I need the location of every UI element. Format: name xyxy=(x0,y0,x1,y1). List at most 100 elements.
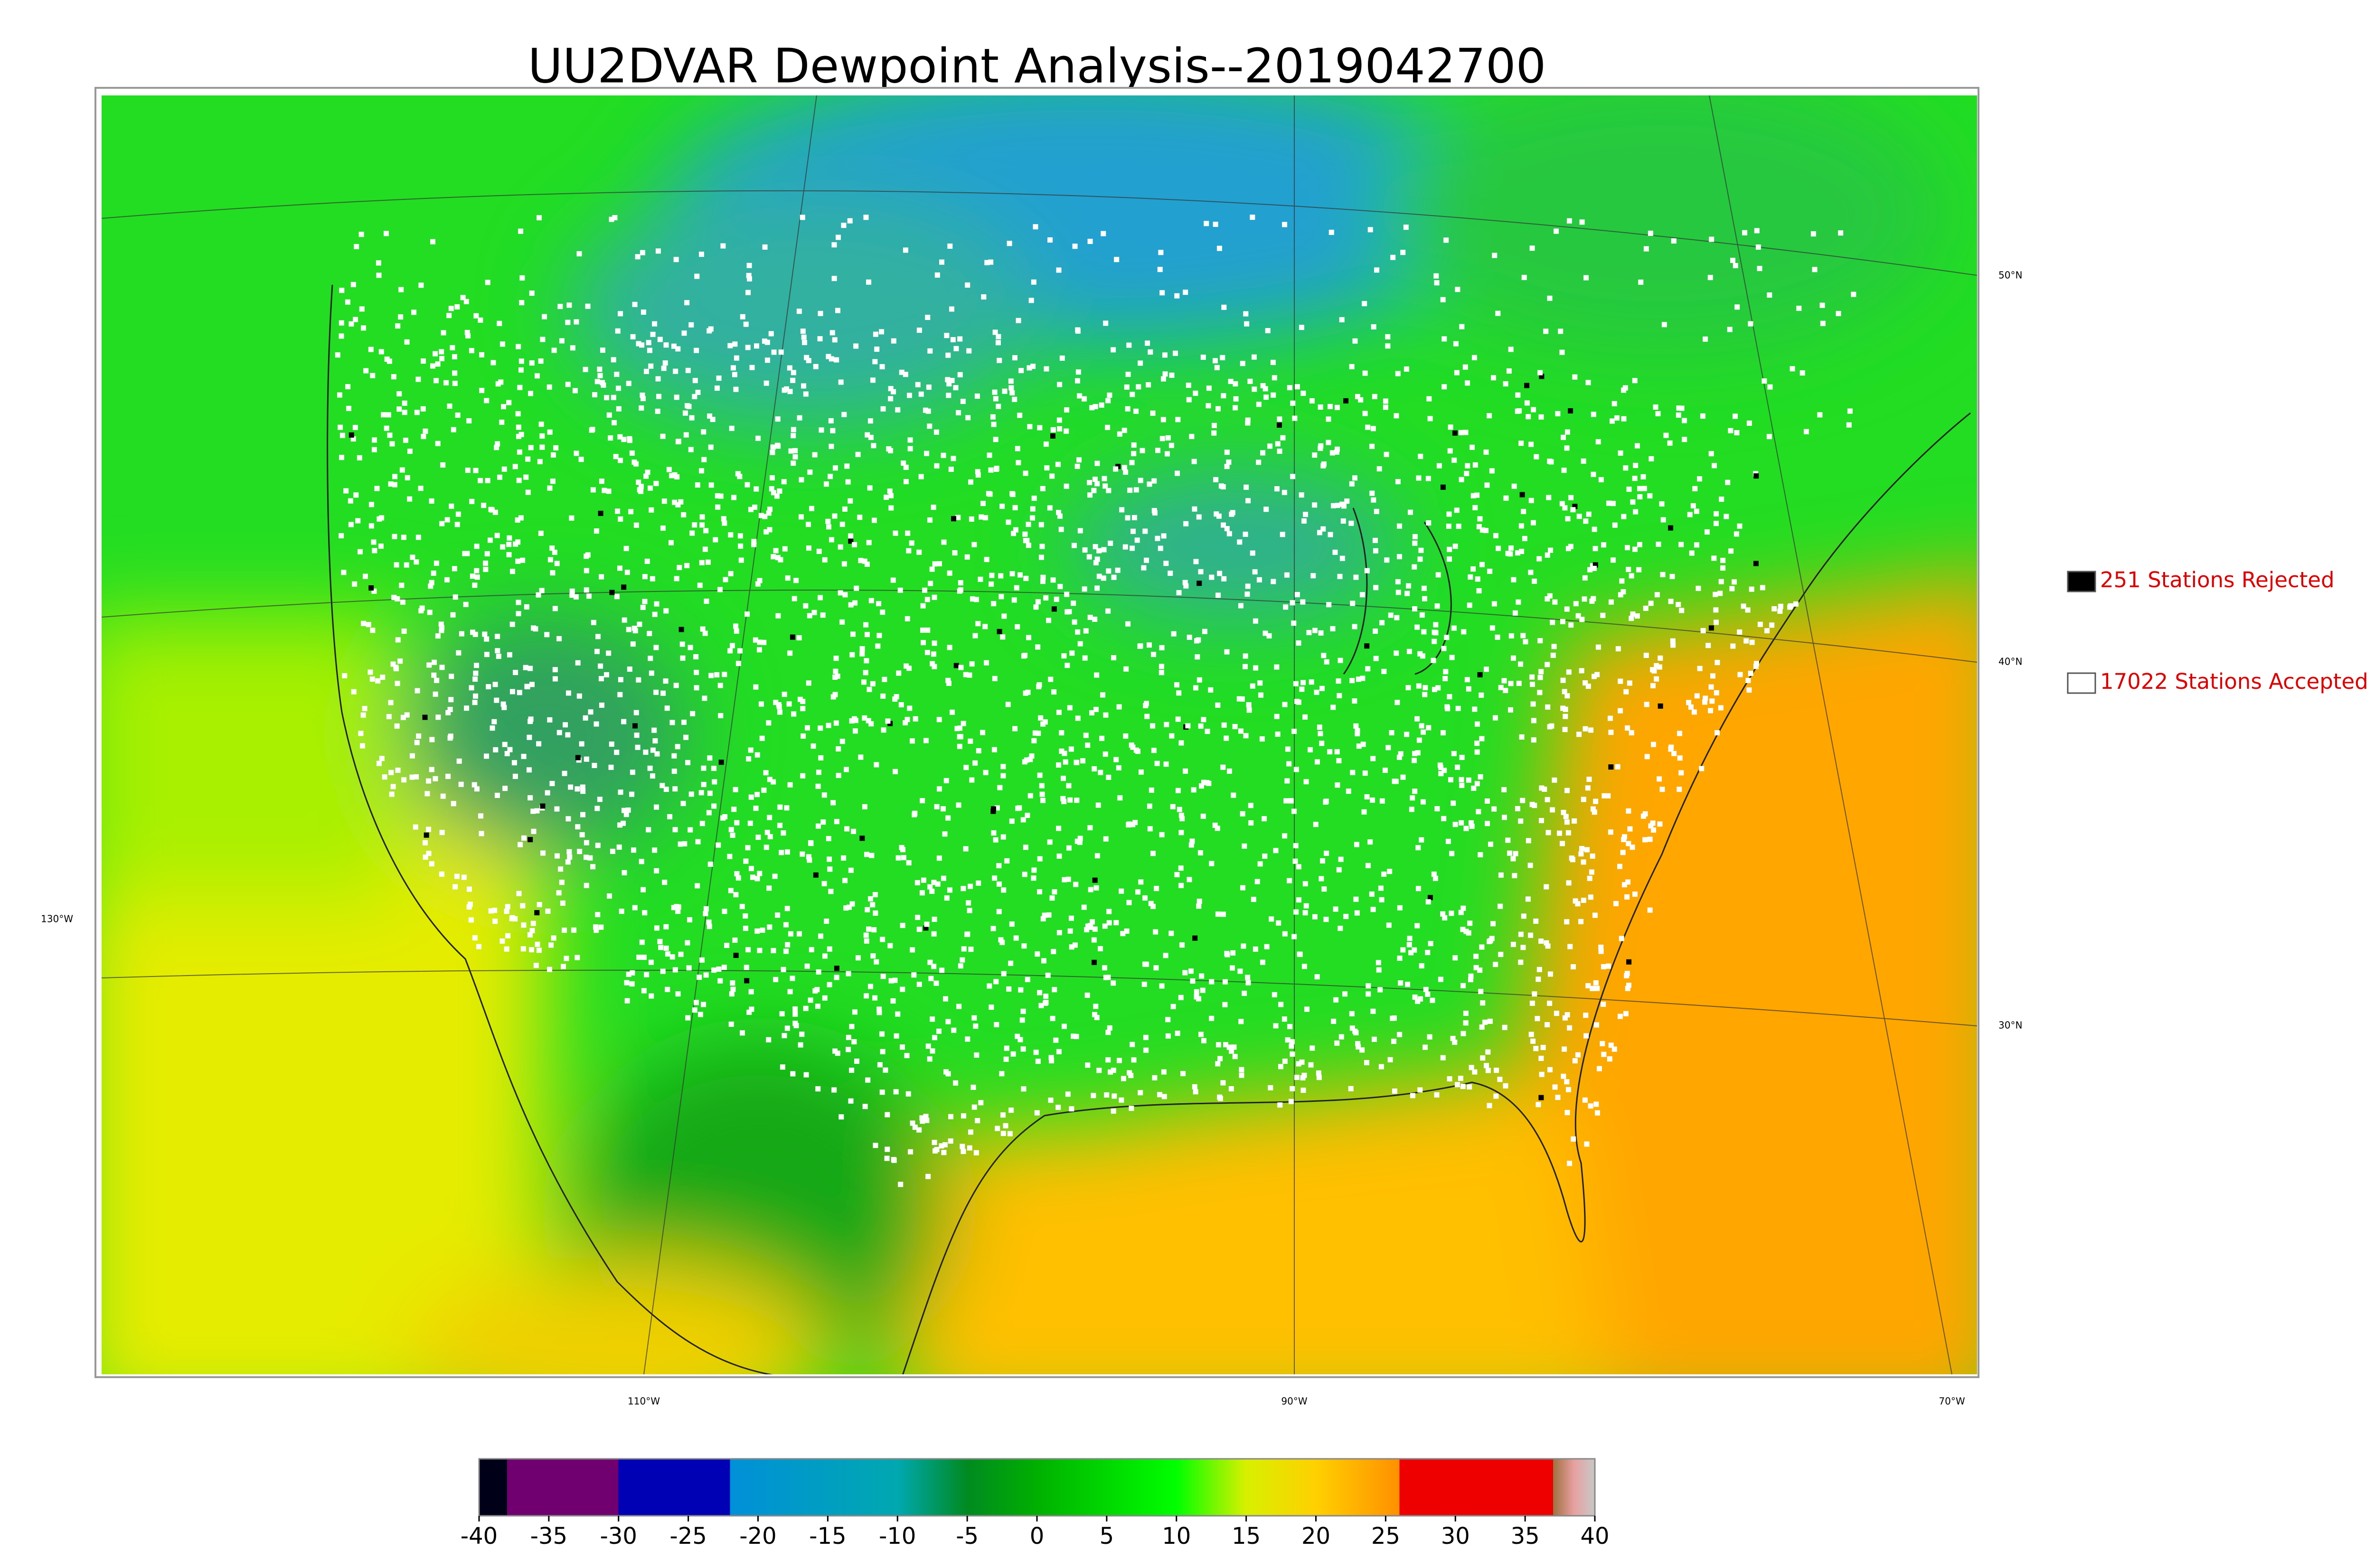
station-dot xyxy=(1488,841,1494,847)
station-dot xyxy=(1435,572,1441,578)
station-dot xyxy=(1713,607,1719,613)
station-dot xyxy=(1301,964,1307,969)
station-dot xyxy=(951,1027,957,1033)
station-dot xyxy=(547,557,553,563)
station-dot xyxy=(1124,928,1130,934)
station-dot xyxy=(1301,518,1307,524)
station-dot xyxy=(1092,766,1097,772)
station-dot xyxy=(733,892,739,898)
station-dot xyxy=(1119,1097,1124,1103)
station-dot xyxy=(1178,740,1184,746)
station-dot xyxy=(1280,435,1286,441)
station-dot xyxy=(518,432,524,437)
station-dot xyxy=(429,498,434,504)
station-dot xyxy=(1224,950,1230,956)
station-dot xyxy=(1082,655,1088,661)
station-dot xyxy=(1632,546,1638,552)
station-dot xyxy=(931,964,937,969)
station-dot xyxy=(518,515,524,521)
station-dot xyxy=(1100,692,1106,698)
station-dot xyxy=(1082,586,1087,592)
station-dot xyxy=(919,890,925,896)
station-dot xyxy=(663,678,669,684)
station-dot xyxy=(858,754,864,760)
station-dot xyxy=(1280,532,1285,537)
station-dot xyxy=(1592,562,1598,568)
station-dot xyxy=(867,418,873,424)
station-dot xyxy=(1755,244,1761,250)
station-dot xyxy=(1621,416,1627,422)
station-dot xyxy=(1024,538,1030,544)
station-dot xyxy=(927,884,933,890)
station-dot xyxy=(1262,630,1268,636)
station-dot xyxy=(1061,653,1067,659)
station-dot xyxy=(452,884,458,890)
station-dot xyxy=(564,956,569,961)
station-dot xyxy=(808,997,813,1003)
station-dot xyxy=(1359,1047,1365,1053)
station-dot xyxy=(1276,920,1281,926)
station-dot xyxy=(1389,730,1394,735)
station-dot xyxy=(1308,1062,1314,1068)
station-dot xyxy=(975,472,981,478)
station-dot xyxy=(1715,730,1720,736)
station-dot xyxy=(675,744,680,750)
station-dot xyxy=(806,680,811,686)
station-dot xyxy=(1659,501,1665,507)
station-dot xyxy=(990,414,996,420)
station-dot xyxy=(867,686,872,692)
station-dot xyxy=(1405,982,1411,987)
station-dot xyxy=(1031,279,1036,285)
station-dot xyxy=(1796,305,1802,311)
station-dot xyxy=(1021,653,1027,659)
station-dot xyxy=(1035,1059,1041,1064)
station-dot xyxy=(1329,450,1335,456)
station-dot xyxy=(1623,689,1629,695)
station-dot xyxy=(595,912,601,918)
station-dot xyxy=(653,689,659,695)
station-dot xyxy=(1155,448,1161,453)
station-dot xyxy=(642,574,648,580)
station-dot xyxy=(1629,616,1634,621)
station-dot xyxy=(671,343,677,349)
station-dot xyxy=(1629,730,1634,736)
station-dot xyxy=(1395,590,1401,595)
station-dot xyxy=(1055,1105,1061,1110)
station-dot xyxy=(603,672,609,677)
station-dot xyxy=(472,631,478,637)
station-dot xyxy=(1423,1044,1428,1050)
station-dot xyxy=(888,396,894,402)
station-dot xyxy=(456,650,462,656)
station-dot xyxy=(1350,601,1356,606)
station-dot xyxy=(685,760,691,765)
station-dot xyxy=(492,509,498,515)
station-dot xyxy=(446,313,452,319)
station-dot xyxy=(1648,230,1653,236)
station-dot xyxy=(760,928,765,933)
station-dot xyxy=(484,636,490,642)
station-dot xyxy=(607,893,612,899)
station-dot xyxy=(531,828,537,834)
station-dot xyxy=(1111,347,1116,353)
station-dot xyxy=(1036,731,1041,736)
station-dot xyxy=(420,406,426,412)
station-dot xyxy=(551,347,557,353)
station-dot xyxy=(1135,749,1140,754)
station-dot xyxy=(439,625,445,630)
station-dot xyxy=(1381,668,1387,674)
station-dot xyxy=(506,400,512,405)
station-dot xyxy=(939,259,945,265)
station-dot xyxy=(633,710,639,715)
station-dot xyxy=(1412,540,1418,546)
station-dot xyxy=(423,854,428,860)
station-dot xyxy=(687,917,693,923)
station-dot xyxy=(818,755,824,761)
station-dot xyxy=(1328,229,1334,235)
station-dot xyxy=(1052,987,1057,993)
station-dot xyxy=(727,854,733,859)
station-dot xyxy=(1148,901,1154,906)
station-dot xyxy=(1702,699,1707,705)
station-dot xyxy=(1520,945,1526,950)
station-dot xyxy=(1352,475,1358,481)
station-dot xyxy=(1640,474,1646,479)
